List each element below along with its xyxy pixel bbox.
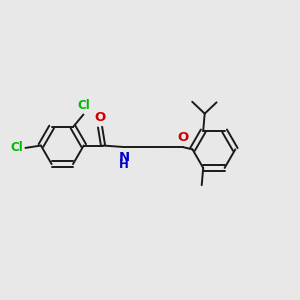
Text: O: O xyxy=(177,131,188,144)
Text: O: O xyxy=(94,111,106,124)
Text: H: H xyxy=(119,158,129,171)
Text: N: N xyxy=(118,151,129,164)
Text: Cl: Cl xyxy=(10,141,23,154)
Text: Cl: Cl xyxy=(77,99,90,112)
